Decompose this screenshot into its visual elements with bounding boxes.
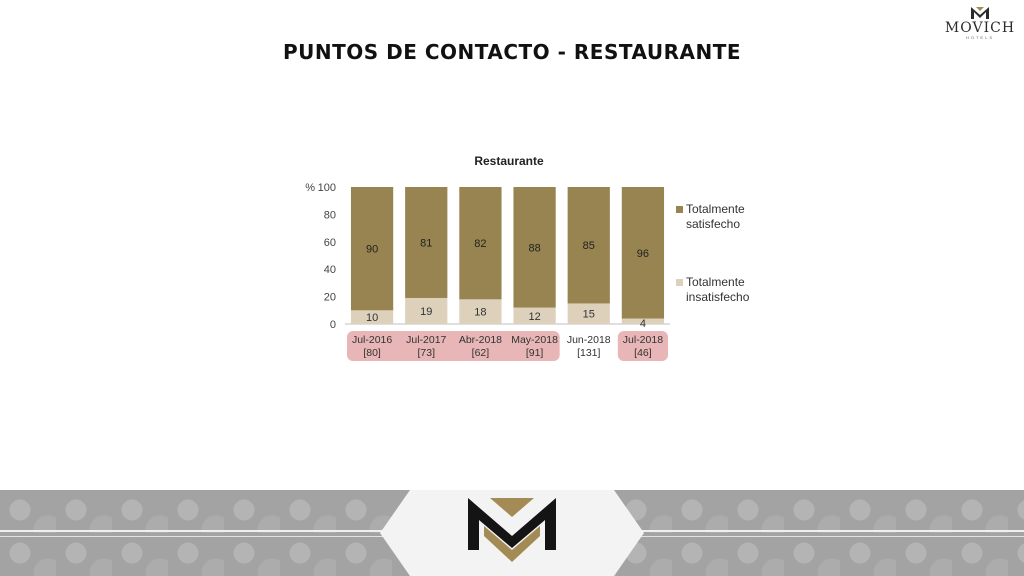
bar-segment-satisfecho [350, 187, 394, 311]
data-label-satisfecho: 81 [420, 237, 432, 249]
x-tick-label: Jul-2018 [623, 334, 663, 346]
legend-swatch [676, 279, 683, 286]
data-label-insatisfecho: 15 [583, 309, 595, 321]
legend-label-line1: Totalmente [686, 202, 745, 216]
y-tick-label: 40 [324, 264, 336, 276]
x-tick-label: Jun-2018 [567, 334, 611, 346]
y-tick-label: 20 [324, 292, 336, 304]
x-tick-label: Jul-2016 [352, 334, 392, 346]
data-label-insatisfecho: 19 [420, 306, 432, 318]
legend-label-line2: satisfecho [686, 217, 740, 231]
brand-name: MOVICH [944, 20, 1016, 36]
bar-segment-insatisfecho [513, 307, 556, 324]
y-tick-label: 0 [330, 319, 336, 331]
movich-emblem-icon [468, 498, 556, 562]
x-sample-size-label: [91] [526, 347, 544, 359]
y-tick-label: 80 [324, 209, 336, 221]
x-tick-label: Jul-2017 [406, 334, 446, 346]
x-tick-label: May-2018 [511, 334, 558, 346]
data-label-insatisfecho: 4 [640, 318, 646, 330]
data-label-insatisfecho: 18 [474, 307, 486, 319]
legend-label-line2: insatisfecho [686, 290, 750, 304]
y-unit-label: % [305, 182, 315, 194]
data-label-satisfecho: 85 [583, 240, 595, 252]
data-label-satisfecho: 82 [474, 238, 486, 250]
x-sample-size-label: [62] [472, 347, 490, 359]
data-label-insatisfecho: 12 [528, 311, 540, 323]
bar-segment-insatisfecho [567, 303, 610, 324]
footer-logo-badge [380, 490, 644, 576]
highlight-pill [617, 331, 668, 361]
data-label-satisfecho: 90 [366, 244, 378, 256]
brand-subtitle: HOTELS [965, 35, 994, 40]
stacked-bar-chart: Restaurante 0 20 40 60 80 100% 10 90 Jul-2016[80]… [305, 154, 750, 361]
bar-segment-satisfecho [405, 187, 448, 298]
movich-emblem-icon [971, 7, 989, 19]
bar-segment-satisfecho [459, 187, 502, 300]
x-sample-size-label: [46] [634, 347, 652, 359]
x-tick-label: Abr-2018 [459, 334, 502, 346]
page-title: PUNTOS DE CONTACTO - RESTAURANTE [283, 40, 741, 64]
footer-band [0, 490, 1024, 576]
legend-label-line1: Totalmente [686, 275, 745, 289]
y-tick-label: 60 [324, 237, 336, 249]
bar-segment-insatisfecho [405, 297, 448, 324]
data-label-insatisfecho: 10 [366, 312, 378, 324]
bar-segment-insatisfecho [350, 310, 394, 324]
x-sample-size-label: [80] [363, 347, 381, 359]
x-sample-size-label: [131] [577, 347, 600, 359]
bar-segment-insatisfecho [459, 299, 502, 324]
bar-segment-insatisfecho [621, 318, 665, 324]
x-sample-size-label: [73] [417, 347, 435, 359]
y-tick-label: 100 [318, 182, 336, 194]
legend-swatch [676, 206, 683, 213]
brand-logo: MOVICH HOTELS [944, 6, 1016, 46]
chart-title: Restaurante [474, 154, 544, 168]
highlight-pill [347, 331, 560, 361]
bar-segment-satisfecho [621, 187, 665, 319]
data-label-satisfecho: 88 [528, 242, 540, 254]
data-label-satisfecho: 96 [637, 248, 649, 260]
bar-segment-satisfecho [513, 187, 556, 308]
bar-segment-satisfecho [567, 187, 610, 304]
